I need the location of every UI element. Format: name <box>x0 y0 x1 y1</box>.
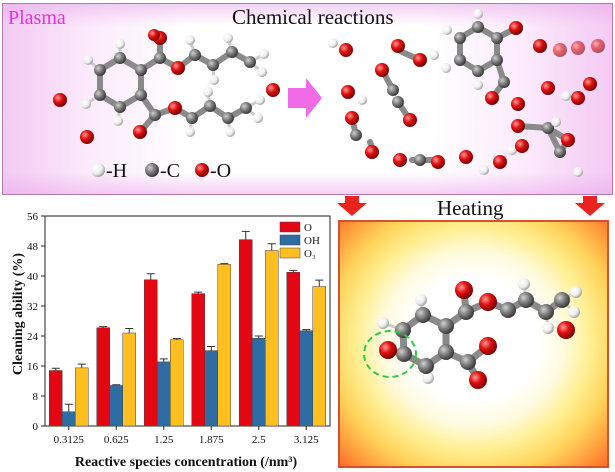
x-tick-label: 0.3125 <box>54 434 85 446</box>
hydrogen-atom-icon <box>91 163 105 177</box>
legend-label-1: OH <box>304 235 320 247</box>
y-tick-label: 32 <box>27 301 38 313</box>
x-tick-label: 0.625 <box>104 434 129 446</box>
bar-oh <box>299 330 313 427</box>
y-tick-label: 24 <box>27 331 39 343</box>
x-tick-label: 1.875 <box>199 434 224 446</box>
bar-o <box>144 279 158 427</box>
legend-o-label: -O <box>210 160 231 182</box>
cleaning-ability-chart: Cleaning ability (%) 0 8 16 24 32 40 48 56 0.312… <box>11 211 331 470</box>
chemical-reactions-label: Chemical reactions <box>232 5 394 29</box>
heating-label: Heating <box>437 196 504 220</box>
bar-o <box>191 293 205 427</box>
bar-o₃ <box>75 367 89 427</box>
panel-shade-top <box>3 4 612 26</box>
bar-o₃ <box>265 250 279 427</box>
highlight-circle <box>363 330 417 378</box>
bar-o₃ <box>170 339 184 427</box>
legend-swatch-2 <box>279 247 301 259</box>
legend-label-2: O₃ <box>304 248 316 260</box>
heating-arrow-right <box>575 196 605 216</box>
bar-oh <box>157 361 171 427</box>
bar-o <box>96 327 110 427</box>
y-tick-label: 40 <box>27 271 39 283</box>
bar-oh <box>109 385 123 427</box>
legend-swatch-1 <box>279 234 301 246</box>
y-tick-label: 0 <box>33 421 39 433</box>
y-tick-label: 16 <box>27 361 39 373</box>
chart-y-axis-label: Cleaning ability (%) <box>11 253 26 375</box>
dibutyl-phthalate-molecule <box>53 29 280 144</box>
reaction-arrow <box>288 78 322 118</box>
plasma-label: Plasma <box>8 7 66 29</box>
reaction-products <box>328 9 605 177</box>
y-tick-label: 56 <box>27 211 39 223</box>
heating-arrow-left <box>337 196 367 216</box>
bar-o₃ <box>312 286 326 427</box>
bar-oh <box>62 411 76 427</box>
bar-oh <box>204 350 218 427</box>
bar-o₃ <box>217 264 231 427</box>
bar-oh <box>252 338 266 427</box>
heated-molecule <box>363 278 582 389</box>
carbon-atom-icon <box>145 163 159 177</box>
atom-legend: -H -C -O <box>91 160 231 182</box>
bar-o <box>286 272 300 427</box>
legend-swatch-0 <box>279 221 301 233</box>
x-tick-label: 2.5 <box>252 434 266 446</box>
bar-o <box>239 239 253 427</box>
x-tick-label: 3.125 <box>294 434 319 446</box>
y-tick-label: 48 <box>27 241 39 253</box>
chart-x-axis-label: Reactive species concentration (/nm³) <box>75 455 298 470</box>
molecule-illustrations: -H -C -O <box>53 9 605 182</box>
legend-c-label: -C <box>160 160 180 182</box>
x-tick-label: 1.25 <box>154 434 174 446</box>
panel-shade-bottom <box>3 172 612 194</box>
legend-h-label: -H <box>106 160 127 182</box>
oxygen-atom-icon <box>195 163 209 177</box>
bar-o₃ <box>122 332 136 427</box>
legend-label-0: O <box>304 222 312 234</box>
y-tick-label: 8 <box>33 391 39 403</box>
bar-o <box>49 370 63 427</box>
